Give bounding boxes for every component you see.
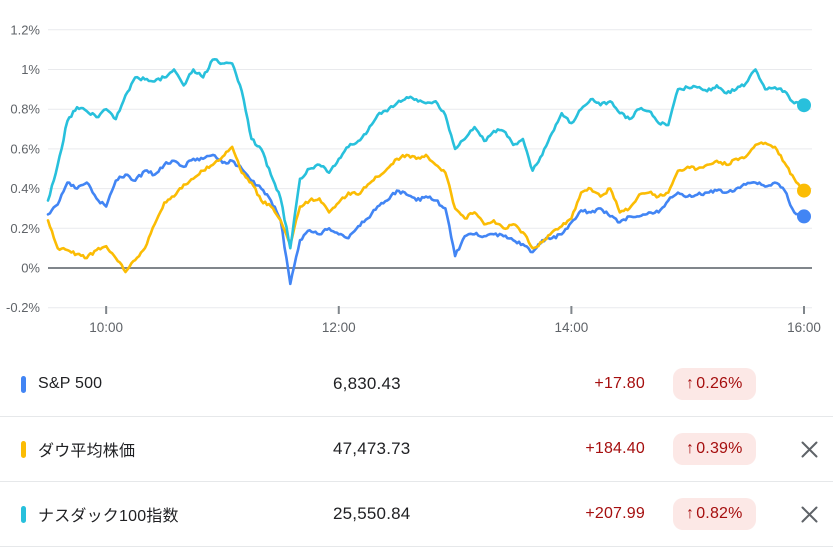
y-axis-label: 0.8% [10, 102, 40, 117]
percent-change-badge: ↑ 0.39% [673, 433, 756, 465]
series-color-marker [21, 505, 26, 523]
percent-change-badge: ↑ 0.82% [673, 498, 756, 530]
close-icon [801, 506, 817, 522]
price-change: +17.80 [594, 375, 645, 392]
badge-cell: ↑ 0.82% [673, 498, 785, 530]
x-axis-label: 16:00 [787, 320, 821, 335]
series-line-dow [46, 141, 806, 274]
badge-cell: ↑ 0.26% [673, 368, 785, 400]
y-axis-label: 1.2% [10, 22, 40, 37]
series-line-sp500 [46, 153, 806, 286]
name-cell: ナスダック100指数 [0, 502, 333, 526]
percent-change-value: 0.26% [696, 375, 743, 392]
legend-row-nasdaq100[interactable]: ナスダック100指数 25,550.84 +207.99 ↑ 0.82% [0, 482, 833, 547]
y-axis-label: 0% [21, 261, 40, 276]
series-color-marker [21, 375, 26, 393]
series-end-dot-dow [797, 183, 811, 198]
intraday-percent-change-chart[interactable]: 1.2% 1% 0.8% 0.6% 0.4% 0.2% 0% -0.2% 10:00 12:00 1… [0, 0, 833, 346]
close-icon [801, 441, 817, 457]
series-end-dot-nasdaq100 [797, 98, 811, 113]
arrow-up-icon: ↑ [686, 440, 695, 457]
arrow-up-icon: ↑ [686, 505, 695, 522]
percent-change-value: 0.82% [696, 505, 743, 522]
name-cell: S&P 500 [0, 375, 333, 393]
x-axis-label: 14:00 [554, 320, 588, 335]
percent-change-badge: ↑ 0.26% [673, 368, 756, 400]
series-end-dot-sp500 [797, 209, 811, 224]
y-axis-label: 0.2% [10, 221, 40, 236]
price-change: +184.40 [585, 440, 645, 457]
last-price: 47,473.73 [333, 439, 411, 458]
remove-series-button[interactable] [794, 434, 824, 464]
badge-cell: ↑ 0.39% [673, 433, 785, 465]
series-name: S&P 500 [38, 375, 103, 392]
last-price: 25,550.84 [333, 504, 411, 523]
price-change: +207.99 [585, 505, 645, 522]
index-legend-table: S&P 500 6,830.43 +17.80 ↑ 0.26% ダウ平均株価 47… [0, 352, 833, 547]
legend-row-sp500[interactable]: S&P 500 6,830.43 +17.80 ↑ 0.26% [0, 352, 833, 417]
remove-series-button[interactable] [794, 499, 824, 529]
y-axis-label: 1% [21, 62, 40, 77]
legend-row-dow[interactable]: ダウ平均株価 47,473.73 +184.40 ↑ 0.39% [0, 417, 833, 482]
y-axis-label: 0.6% [10, 141, 40, 156]
series-name: ダウ平均株価 [38, 443, 136, 460]
y-axis-label: 0.4% [10, 181, 40, 196]
series-line-nasdaq100 [46, 57, 806, 250]
comparison-chart[interactable]: 1.2% 1% 0.8% 0.6% 0.4% 0.2% 0% -0.2% 10:00 12:00 1… [0, 0, 833, 346]
series-name: ナスダック100指数 [38, 508, 179, 525]
arrow-up-icon: ↑ [686, 375, 695, 392]
y-axis-label: -0.2% [6, 300, 40, 315]
x-axis-label: 12:00 [322, 320, 356, 335]
series-color-marker [21, 440, 26, 458]
x-axis-label: 10:00 [89, 320, 123, 335]
name-cell: ダウ平均株価 [0, 437, 333, 461]
last-price: 6,830.43 [333, 374, 401, 393]
percent-change-value: 0.39% [696, 440, 743, 457]
